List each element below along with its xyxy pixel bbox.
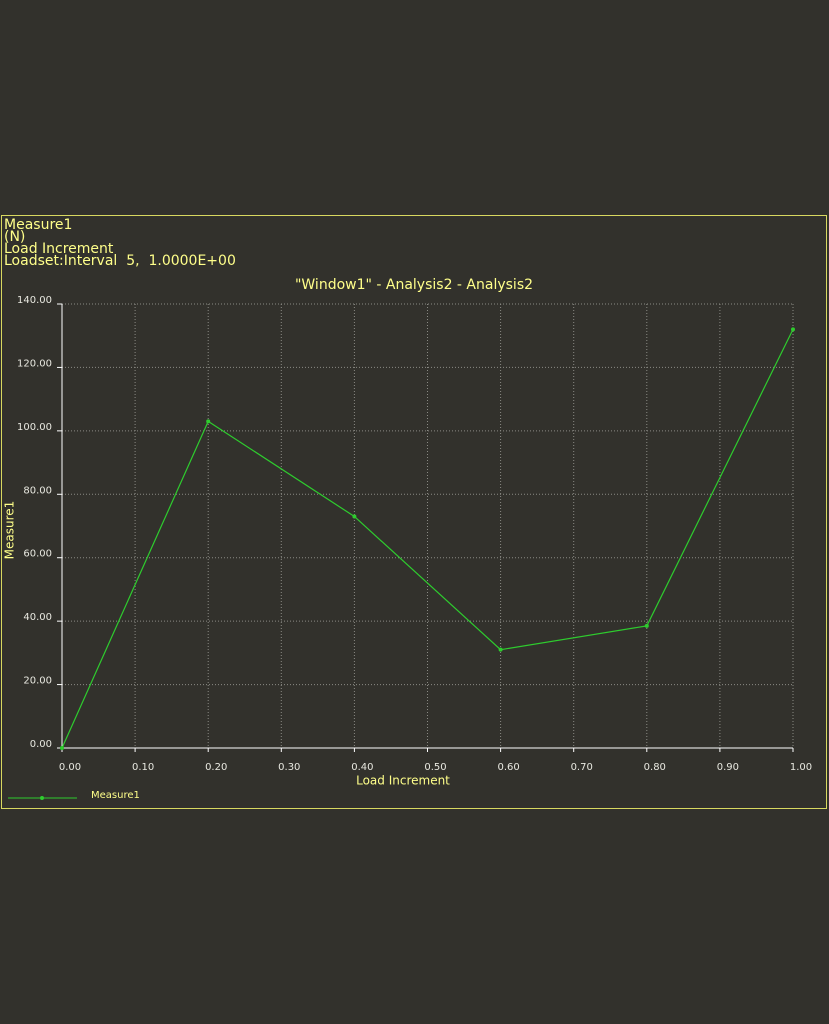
annotation: Load Increment: [4, 241, 114, 257]
data-point: [206, 419, 211, 424]
data-point: [498, 647, 503, 652]
x-tick-label: 0.70: [571, 762, 593, 773]
x-tick-label: 0.30: [278, 762, 300, 773]
legend-marker: [40, 796, 44, 800]
data-point: [791, 327, 795, 332]
x-axis-label: Load Increment: [356, 774, 450, 788]
data-line: [61, 329, 794, 749]
y-tick-label: 140.00: [17, 295, 52, 306]
x-tick-label: 0.80: [644, 762, 666, 773]
annotation: Measure1: [4, 217, 72, 233]
y-tick-label: 0.00: [30, 739, 52, 750]
x-tick-label: 0.50: [424, 762, 446, 773]
y-tick-label: 120.00: [17, 358, 52, 369]
legend-label: Measure1: [91, 790, 140, 801]
x-tick-label: 0.20: [205, 762, 227, 773]
x-tick-label: 0.00: [59, 762, 81, 773]
y-tick-label: 100.00: [17, 422, 52, 433]
y-tick-label: 60.00: [23, 549, 52, 560]
x-tick-label: 0.10: [132, 762, 154, 773]
y-axis-label: Measure1: [3, 501, 17, 560]
annotation: Loadset:Interval 5, 1.0000E+00: [4, 253, 236, 269]
x-tick-label: 0.40: [351, 762, 373, 773]
x-tick-label: 1.00: [790, 762, 812, 773]
y-tick-label: 80.00: [23, 485, 52, 496]
chart-title: "Window1" - Analysis2 - Analysis2: [295, 277, 533, 293]
frame: [1, 215, 827, 809]
y-tick-label: 40.00: [23, 612, 52, 623]
x-tick-label: 0.90: [717, 762, 739, 773]
data-point: [60, 746, 64, 750]
data-point: [352, 514, 357, 519]
data-point: [644, 623, 649, 628]
x-tick-label: 0.60: [497, 762, 519, 773]
annotation: (N): [4, 229, 25, 245]
y-tick-label: 20.00: [23, 676, 52, 687]
